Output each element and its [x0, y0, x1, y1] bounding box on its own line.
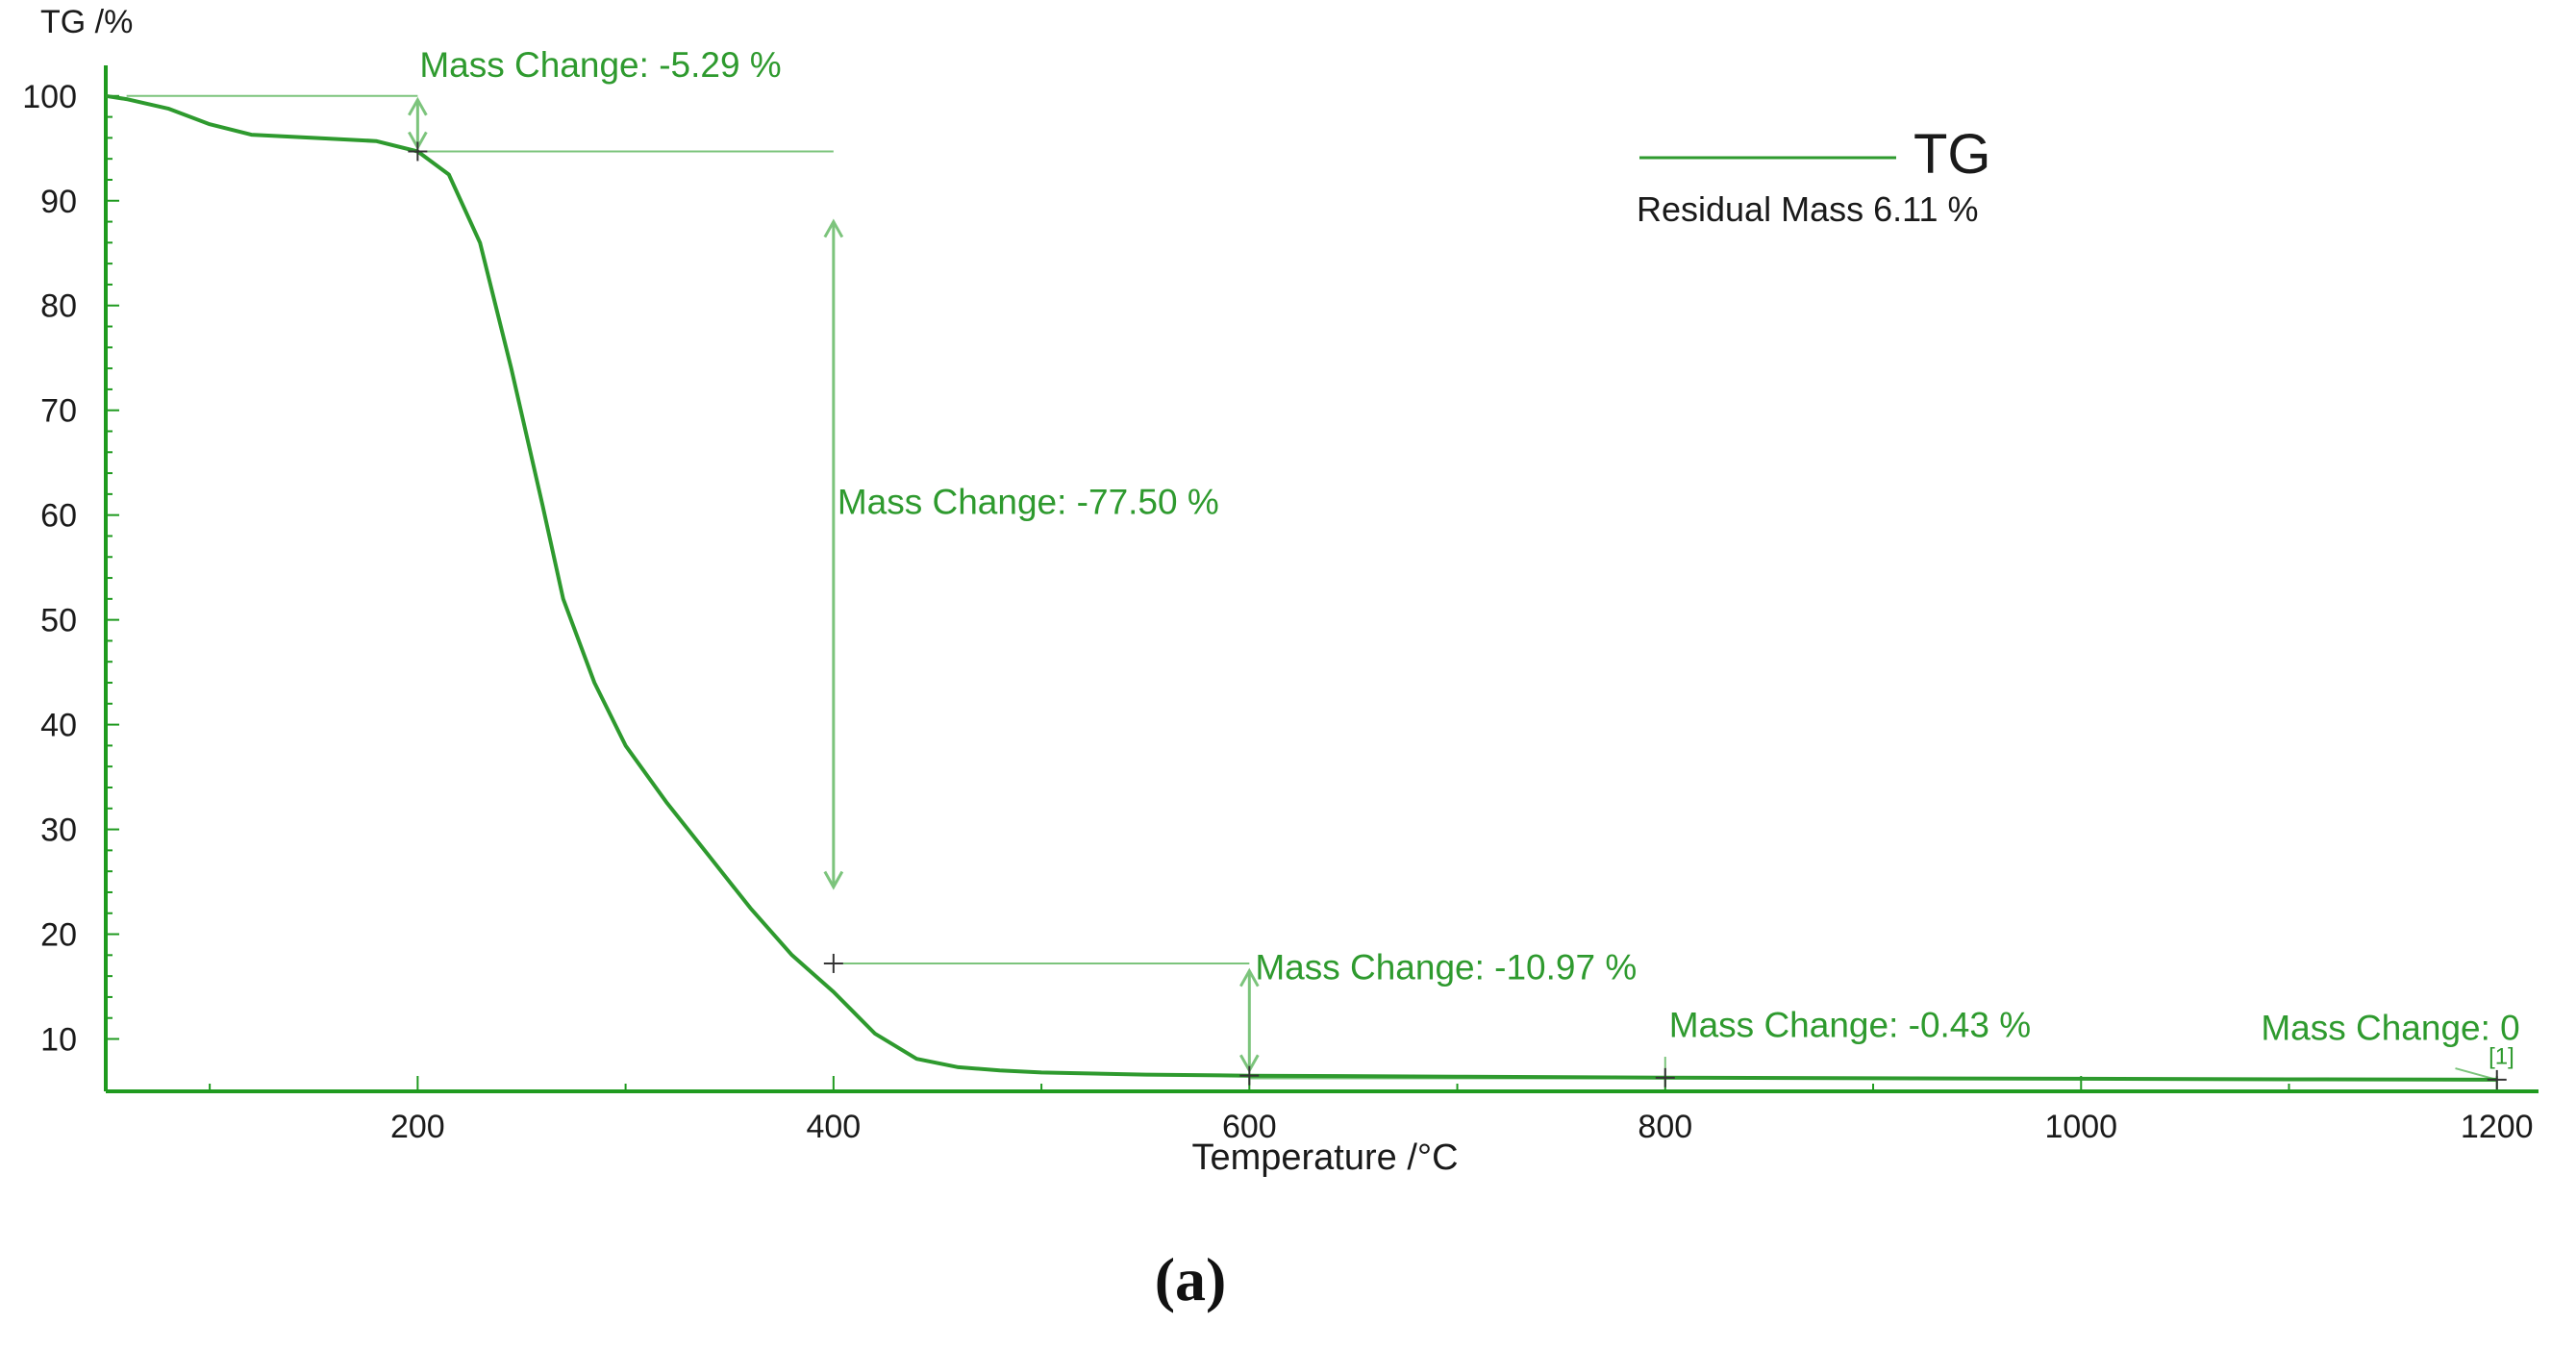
step-index-label: [1]: [2488, 1044, 2514, 1070]
mass-change-label: Mass Change: 0: [2261, 1009, 2519, 1048]
y-tick-label: 80: [40, 288, 77, 325]
tg-curve: [105, 93, 2497, 1082]
x-tick-label: 200: [390, 1109, 445, 1145]
y-tick-label: 30: [40, 812, 77, 849]
figure-caption: (a): [1155, 1245, 1227, 1313]
x-tick-label: 400: [806, 1109, 861, 1145]
x-tick-label: 600: [1222, 1109, 1277, 1145]
y-tick-label: 70: [40, 393, 77, 430]
y-tick-label: 100: [22, 79, 77, 115]
mass-change-arrow-head-up: [408, 96, 428, 116]
x-tick-label: 800: [1638, 1109, 1692, 1145]
mass-change-label: Mass Change: -77.50 %: [838, 483, 1219, 522]
x-tick-label: 1200: [2461, 1109, 2534, 1145]
x-axis-label: Temperature /°C: [1191, 1138, 1458, 1178]
mass-change-label: Mass Change: -0.43 %: [1669, 1005, 2031, 1044]
y-axis-label: TG /%: [40, 4, 133, 40]
mass-change-arrow-head-up: [1239, 967, 1260, 988]
legend-label: TG: [1913, 123, 1991, 186]
y-tick-label: 20: [40, 917, 77, 954]
mass-change-arrow-head-up: [823, 218, 844, 238]
y-tick-label: 90: [40, 184, 77, 220]
mass-change-arrow-head-down: [823, 870, 844, 890]
mass-change-label: Mass Change: -5.29 %: [419, 45, 781, 85]
mass-change-label: Mass Change: -10.97 %: [1255, 947, 1637, 987]
y-tick-label: 60: [40, 498, 77, 535]
x-tick-label: 1000: [2044, 1109, 2117, 1145]
plot-area: 10 20 30 40 50 60 70 80 90 100 200 400 600 800 1000 120…: [22, 45, 2538, 1145]
y-tick-label: 10: [40, 1022, 77, 1059]
y-tick-label: 50: [40, 603, 77, 639]
residual-mass-label: Residual Mass 6.11 %: [1637, 189, 1979, 229]
y-tick-label: 40: [40, 708, 77, 744]
